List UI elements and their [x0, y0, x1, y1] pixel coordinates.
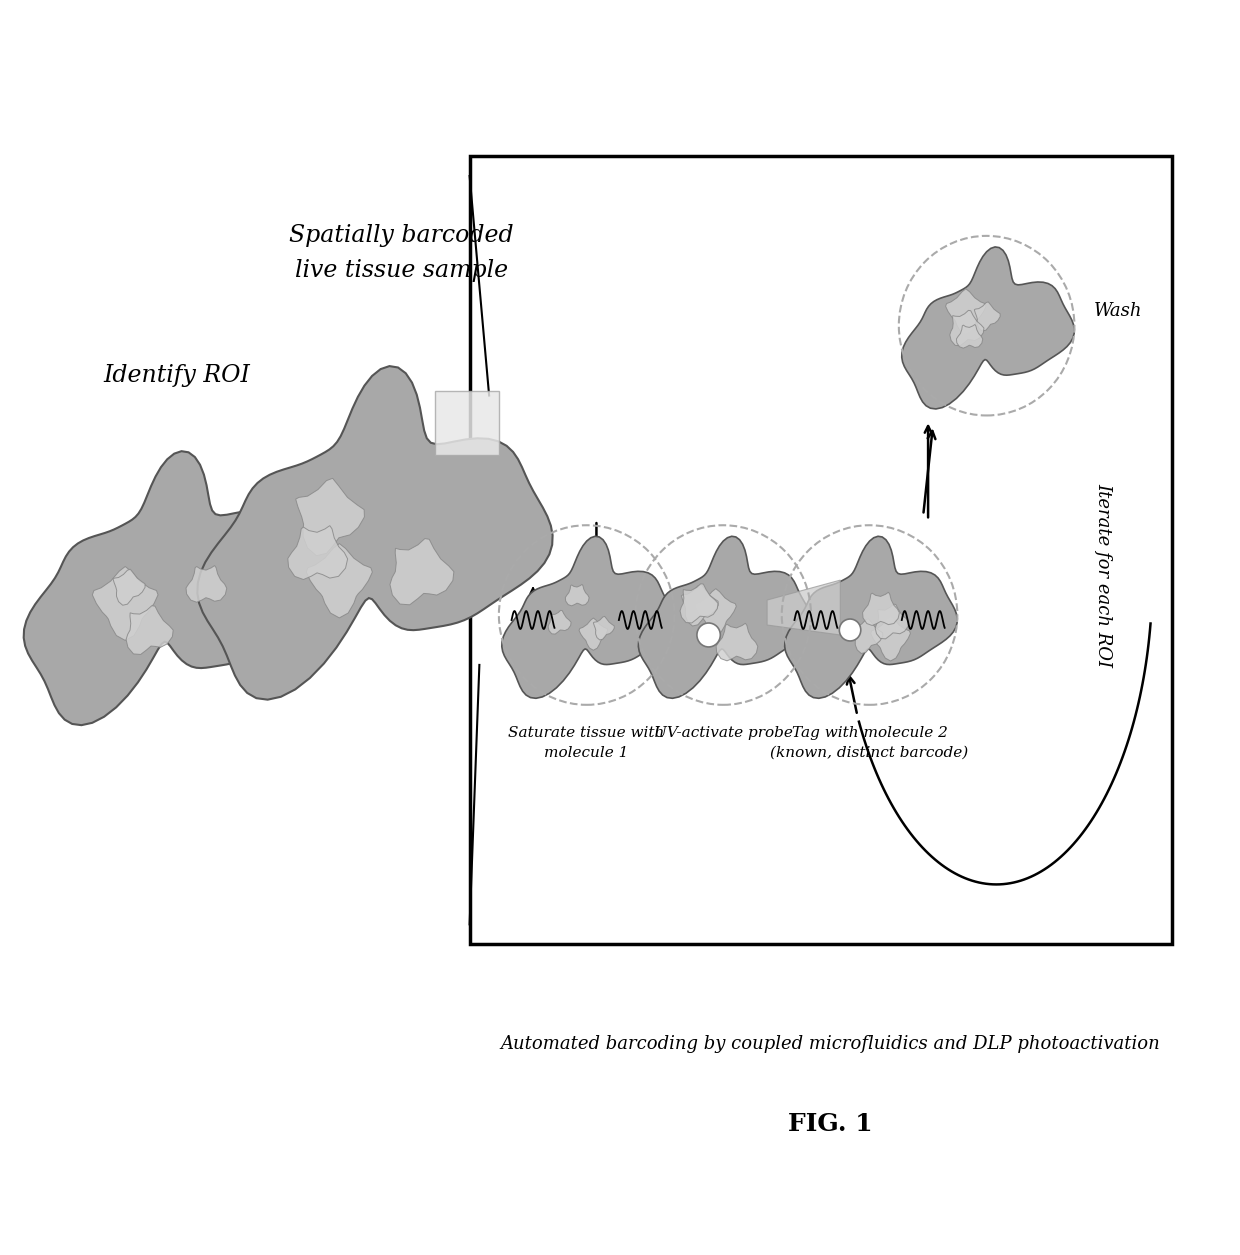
Polygon shape — [197, 366, 553, 700]
Bar — [470, 156, 1172, 944]
Polygon shape — [594, 616, 614, 640]
Text: (known, distinct barcode): (known, distinct barcode) — [770, 745, 968, 759]
Text: live tissue sample: live tissue sample — [295, 260, 508, 282]
Polygon shape — [92, 566, 157, 640]
Polygon shape — [950, 310, 983, 345]
Circle shape — [839, 619, 861, 641]
Polygon shape — [946, 289, 986, 334]
Text: UV-activate probe: UV-activate probe — [653, 725, 792, 739]
Polygon shape — [288, 526, 347, 580]
Text: Identify ROI: Identify ROI — [103, 364, 250, 387]
Polygon shape — [696, 589, 737, 635]
Polygon shape — [548, 610, 572, 634]
Polygon shape — [113, 570, 145, 605]
Polygon shape — [435, 390, 498, 456]
Polygon shape — [186, 566, 227, 602]
Polygon shape — [682, 585, 718, 626]
Text: Automated barcoding by coupled microfluidics and DLP photoactivation: Automated barcoding by coupled microflui… — [501, 1035, 1161, 1053]
Polygon shape — [870, 616, 910, 661]
Polygon shape — [956, 325, 983, 348]
Polygon shape — [863, 592, 899, 625]
Text: Spatially barcoded: Spatially barcoded — [289, 225, 513, 247]
Text: Wash: Wash — [1094, 301, 1142, 320]
Polygon shape — [502, 536, 675, 698]
Polygon shape — [579, 617, 608, 650]
Text: Saturate tissue with: Saturate tissue with — [508, 725, 665, 739]
Polygon shape — [785, 536, 957, 698]
Polygon shape — [389, 538, 454, 605]
Polygon shape — [768, 580, 841, 635]
Polygon shape — [852, 619, 883, 654]
Polygon shape — [295, 478, 365, 556]
Polygon shape — [306, 543, 372, 617]
Polygon shape — [901, 247, 1074, 409]
Polygon shape — [975, 302, 1001, 331]
Polygon shape — [126, 606, 174, 654]
Text: Iterate for each ROI: Iterate for each ROI — [1095, 483, 1112, 668]
Polygon shape — [24, 452, 315, 725]
Polygon shape — [717, 624, 758, 661]
Polygon shape — [565, 585, 589, 606]
Polygon shape — [639, 536, 811, 698]
Polygon shape — [875, 604, 909, 639]
Text: Tag with molecule 2: Tag with molecule 2 — [791, 725, 947, 739]
Circle shape — [697, 622, 720, 648]
Polygon shape — [680, 584, 718, 622]
Text: FIG. 1: FIG. 1 — [789, 1112, 873, 1136]
Text: molecule 1: molecule 1 — [544, 745, 629, 759]
